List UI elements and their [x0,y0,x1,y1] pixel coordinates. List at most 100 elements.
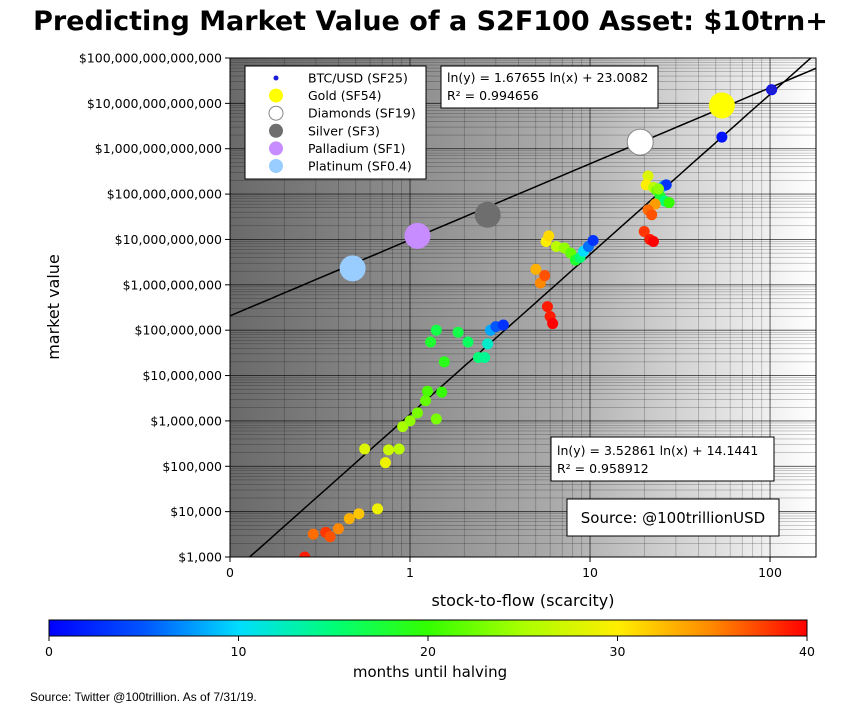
fit-box-lower: ln(y) = 3.52861 ln(x) + 14.1441 R² = 0.9… [550,436,775,482]
asset-point-btcusd [766,84,777,95]
asset-point-silver [474,201,501,228]
fit-box-upper: ln(y) = 1.67655 ln(x) + 23.0082 R² = 0.9… [440,65,659,109]
btc-point [642,170,654,182]
btc-point [420,395,432,407]
y-tick-label: $100,000,000,000,000 [79,51,222,66]
y-tick-label: $1,000 [178,550,222,565]
btc-point [652,183,664,195]
colorbar-tick-label: 40 [799,644,815,659]
btc-point [393,443,405,455]
legend-label: Platinum (SF0.4) [308,159,412,174]
btc-point [307,528,319,540]
btc-point [497,319,509,331]
x-tick-label: 1 [406,565,414,580]
source-box: Source: @100trillionUSD [566,498,780,537]
btc-point [638,225,650,237]
btc-point [372,503,384,515]
y-tick-label: $10,000,000,000,000 [87,96,222,111]
colorbar-tick-label: 0 [45,644,53,659]
y-axis-label: market value [44,254,63,360]
colorbar-tick-label: 20 [420,644,436,659]
btc-point [359,443,371,455]
legend-label: Palladium (SF1) [308,141,406,156]
legend-label: Diamonds (SF19) [308,106,416,121]
asset-point-palladium [404,222,431,249]
btc-points [299,84,778,557]
y-tick-label: $100,000,000 [135,323,223,338]
y-tick-label: $10,000 [170,504,222,519]
asset-points [339,84,777,282]
btc-point [646,209,658,221]
asset-point-platinum [339,255,366,282]
plot-frame [229,57,817,558]
y-tick-label: $100,000 [162,459,222,474]
btc-point [587,234,599,246]
btc-point [482,338,494,350]
btc-point [430,413,442,425]
btc-point [663,197,675,209]
legend-marker [269,123,283,138]
x-axis-label: stock-to-flow (scarcity) [431,591,614,610]
legend-marker [269,159,283,173]
legend-marker [268,105,284,121]
y-axis-ticks: $1,000 $10,000 $100,000 $1,000,000 $10,000,0… [79,51,230,565]
fit-upper-r2: R² = 0.994656 [447,88,539,103]
source-note: Source: Twitter @100trillion. As of 7/31… [30,690,257,704]
x-tick-label: 10 [582,565,598,580]
btc-point [324,531,336,543]
fit-upper-equation: ln(y) = 1.67655 ln(x) + 23.0082 [447,70,648,85]
btc-point [462,336,474,348]
colorbar: 0 10 20 30 40 months until halving [45,619,815,681]
btc-point [343,513,355,525]
x-tick-label: 0 [226,565,234,580]
x-axis-ticks: 0 1 10 100 [226,557,782,580]
btc-point [425,336,437,348]
legend-label: Silver (SF3) [308,123,380,138]
btc-point [543,230,555,242]
btc-point [421,385,433,397]
btc-point [647,236,659,248]
btc-point [547,318,559,330]
btc-point [379,457,391,469]
colorbar-tick-label: 30 [610,644,626,659]
chart-title: Predicting Market Value of a S2F100 Asse… [33,6,828,37]
btc-point [530,263,542,275]
asset-point-diamonds [626,128,654,156]
legend-marker [269,88,283,103]
btc-point [452,326,464,338]
fit-box-upper-frame [440,65,659,109]
fit-box-lower-frame [550,436,775,482]
source-box-text: Source: @100trillionUSD [581,509,765,527]
legend: BTC/USD (SF25) Gold (SF54) Diamonds (SF19)… [244,65,427,180]
btc-point [539,270,551,282]
fit-lower-equation: ln(y) = 3.52861 ln(x) + 14.1441 [557,443,758,458]
source-box-frame [566,498,780,537]
btc-point [430,324,442,336]
legend-marker [269,141,283,156]
legend-label: BTC/USD (SF25) [308,71,408,86]
colorbar-gradient [48,619,808,637]
y-tick-label: $100,000,000,000 [107,187,222,202]
y-tick-label: $1,000,000,000,000 [95,141,222,156]
legend-label: Gold (SF54) [308,88,382,103]
colorbar-tick-label: 10 [231,644,247,659]
asset-point-gold [708,92,735,119]
btc-point [716,131,728,143]
btc-point [438,356,450,368]
btc-point [353,508,365,520]
y-tick-label: $1,000,000,000 [123,277,222,292]
fit-lower-r2: R² = 0.958912 [557,461,649,476]
btc-point [541,301,553,313]
btc-point [404,415,416,427]
y-tick-label: $1,000,000 [150,413,222,428]
btc-point [479,351,491,363]
legend-marker [273,75,279,81]
btc-point [411,407,423,419]
btc-point [436,386,448,398]
y-tick-label: $10,000,000 [142,368,222,383]
btc-point [383,444,395,456]
btc-point [332,523,344,535]
btc-point [299,551,311,557]
colorbar-label: months until halving [353,663,507,681]
